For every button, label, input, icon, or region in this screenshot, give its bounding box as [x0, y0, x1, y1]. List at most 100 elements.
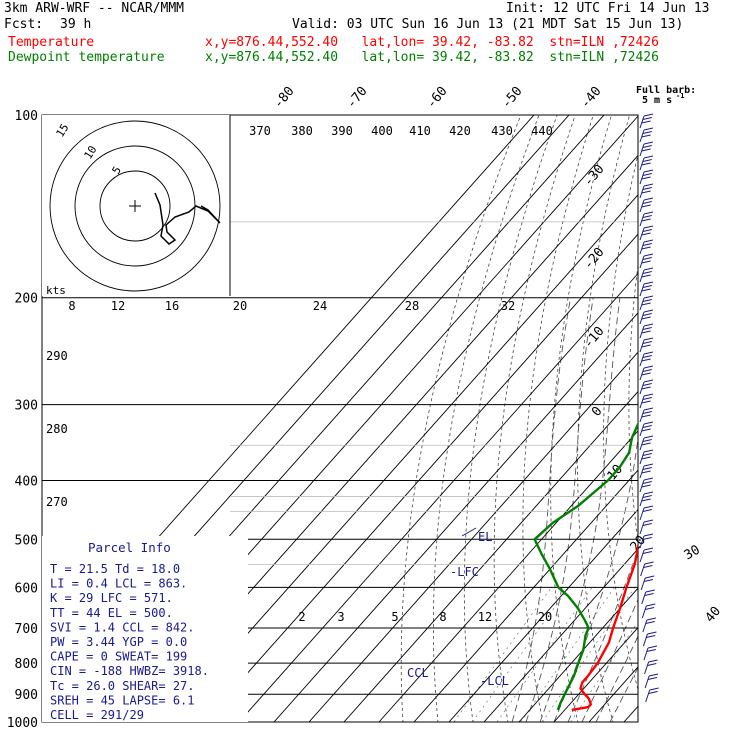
wind-barb [639, 197, 654, 213]
hodograph-ring-label: 10 [82, 143, 100, 161]
theta-label: 270 [46, 495, 68, 509]
pressure-tick-label: 300 [15, 399, 38, 414]
barb-flag [642, 257, 652, 260]
wind-barb [639, 505, 654, 521]
barb-flag [643, 239, 654, 243]
wind-barb [645, 687, 659, 703]
dewpoint-legend: Dewpoint temperature [8, 50, 165, 65]
wind-barb [639, 169, 654, 185]
barb-staff [639, 423, 645, 437]
wind-barb [641, 589, 655, 605]
dry-adiabat [550, 115, 612, 722]
barb-flag [642, 341, 652, 344]
barb-staff [639, 367, 645, 381]
wind-barb [639, 281, 654, 297]
barb-flag [643, 141, 654, 145]
barb-flag [642, 369, 652, 372]
wind-barb [643, 645, 658, 661]
wind-barb [639, 211, 654, 227]
barb-flag [641, 316, 651, 320]
barb-flag [643, 351, 654, 355]
barb-flag [642, 117, 652, 120]
barb-flag [649, 687, 659, 691]
wind-barb [639, 365, 654, 381]
wind-barb [639, 141, 654, 157]
wind-barb [639, 547, 654, 563]
parcel-info-row: LI = 0.4 LCL = 863. [50, 577, 187, 591]
barb-flag [645, 607, 655, 610]
barb-flag [643, 449, 654, 453]
barb-staff [639, 325, 645, 339]
wind-barb [639, 323, 654, 339]
barb-flag [642, 215, 652, 218]
barb-flag [643, 463, 654, 467]
el-tick [461, 527, 477, 537]
isotherm [168, 194, 638, 722]
pressure-tick-label: 600 [15, 581, 38, 596]
barb-flag [643, 435, 654, 439]
parcel-info-row: T = 21.5 Td = 18.0 [50, 562, 180, 576]
isotherm [694, 115, 740, 722]
barb-flag [647, 645, 658, 649]
barb-flag [642, 159, 652, 162]
barb-flag [643, 579, 654, 582]
wind-barb [639, 253, 654, 269]
dewpoint-profile [533, 421, 638, 711]
pressure-tick-label: 500 [15, 533, 38, 548]
wind-barb [639, 127, 654, 143]
dry-adiabat [700, 115, 740, 735]
barb-flag [642, 285, 652, 288]
barb-flag [642, 467, 652, 470]
moist-adiabat [595, 635, 638, 722]
barb-staff [639, 283, 645, 297]
barb-staff [639, 213, 645, 227]
barb-staff [644, 661, 650, 675]
parcel-info-panel [42, 536, 248, 722]
theta-e-label: 370 [249, 124, 271, 138]
barb-flag [641, 246, 651, 250]
pressure-tick-label: 400 [15, 474, 38, 489]
dry-adiabat [577, 115, 630, 722]
theta-label: 290 [46, 349, 68, 363]
full-barb-units: 5 m s [642, 95, 672, 106]
isotherm [238, 272, 638, 722]
barb-staff [639, 521, 645, 535]
upper-temperature-label: 32 [501, 299, 515, 313]
barb-staff [640, 563, 646, 577]
wind-barb [639, 393, 654, 409]
barb-staff [639, 353, 645, 367]
wind-barb [644, 673, 659, 689]
temperature-legend: Temperature [8, 35, 95, 50]
mixing-ratio-label: 3 [337, 610, 344, 624]
dry-adiabat [400, 115, 522, 722]
barb-flag [641, 162, 651, 166]
moist-adiabat [539, 297, 621, 722]
upper-temperature-label: 16 [165, 299, 179, 313]
parcel-info-title: Parcel Info [88, 540, 171, 555]
barb-flag [642, 145, 652, 148]
barb-flag [643, 295, 654, 299]
dry-adiabat [522, 115, 594, 722]
upper-temperature-label: 8 [68, 299, 75, 313]
barb-staff [643, 647, 649, 661]
barb-flag [641, 232, 651, 236]
barb-staff [639, 199, 645, 213]
isotherm [343, 390, 638, 722]
barb-flag [641, 148, 651, 152]
barb-flag [643, 197, 654, 201]
upper-temperature-label: 24 [313, 299, 327, 313]
barb-flag [642, 537, 652, 540]
mixing-ratio-label: 12 [478, 610, 492, 624]
barb-flag [641, 456, 651, 460]
wind-barb [639, 267, 654, 283]
barb-flag [645, 575, 655, 579]
wind-barb [639, 421, 654, 437]
barb-flag [641, 498, 651, 502]
barb-flag [641, 344, 651, 348]
barb-staff [639, 451, 645, 465]
barb-flag [641, 190, 651, 194]
barb-flag [642, 355, 652, 358]
barb-flag [641, 400, 651, 404]
